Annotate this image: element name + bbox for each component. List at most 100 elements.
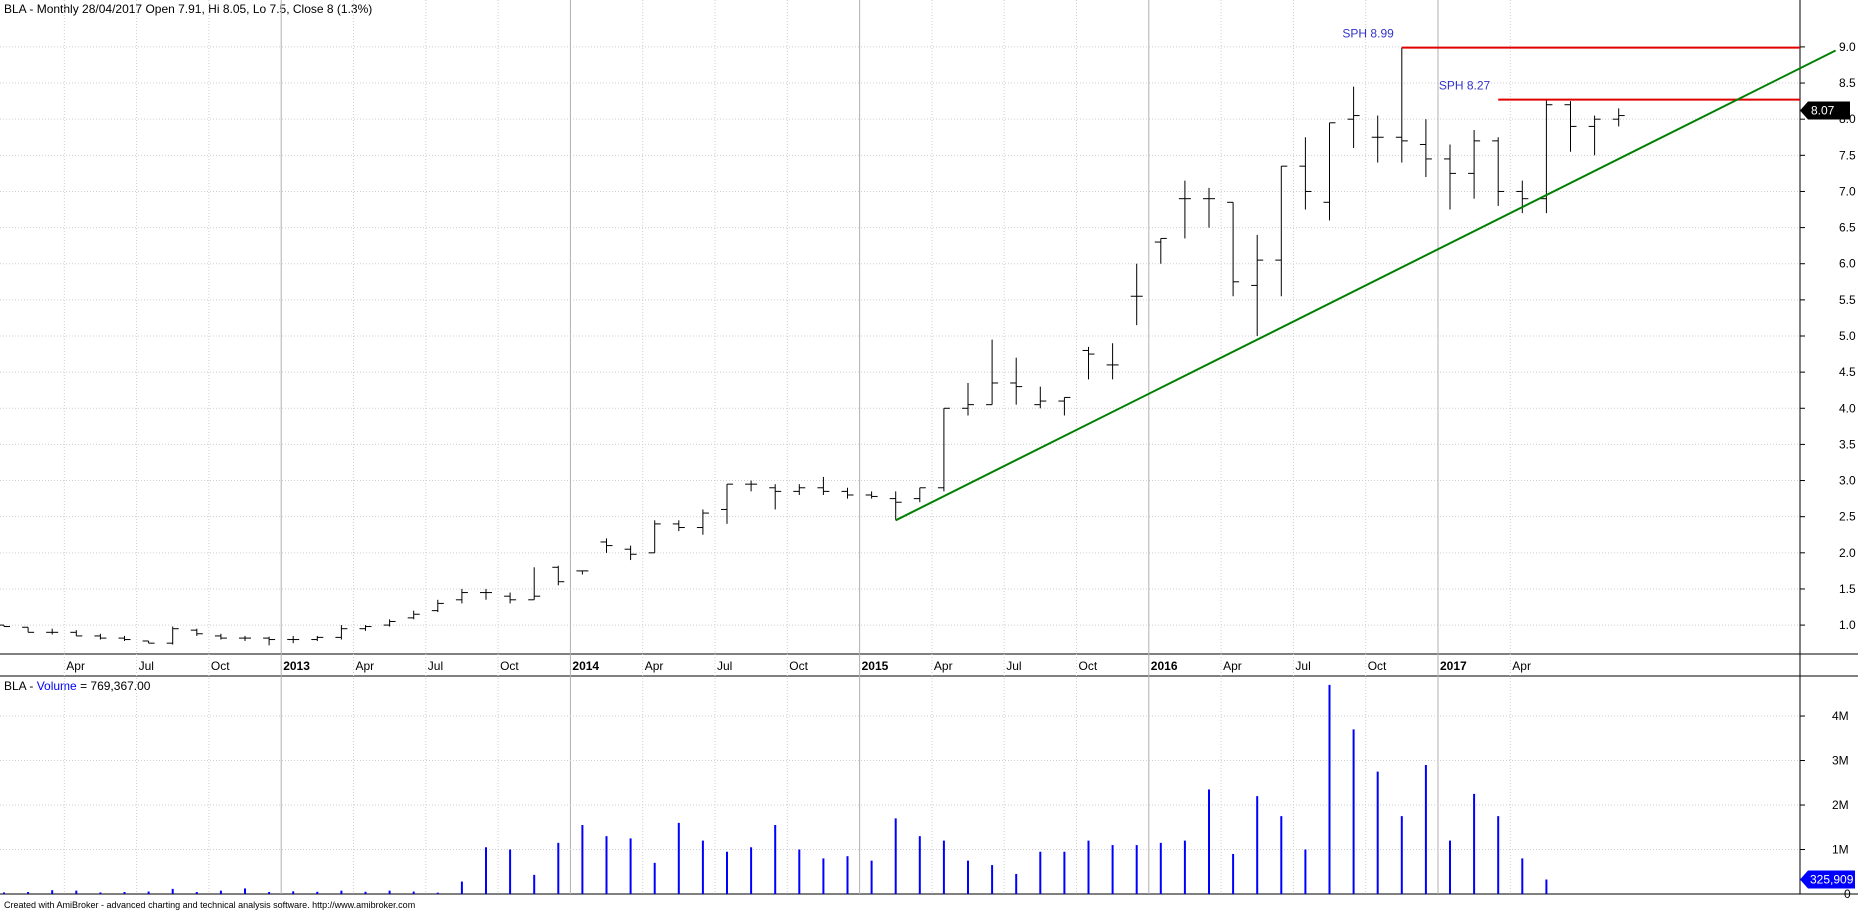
ohlc-bar <box>1034 386 1047 409</box>
volume-chart-symbol: BLA <box>4 679 27 693</box>
grid-group <box>0 0 1858 895</box>
ohlc-bar <box>480 588 492 600</box>
ohlc-bar <box>287 635 300 644</box>
x-tick-label: Oct <box>1079 659 1098 673</box>
ohlc-bar <box>745 480 758 492</box>
ohlc-bar <box>22 626 35 633</box>
price-y-tick-label: 1.0 <box>1839 618 1856 632</box>
ohlc-bar <box>359 625 372 631</box>
price-y-tick-label: 4.5 <box>1839 365 1856 379</box>
x-tick-label: Apr <box>934 659 953 673</box>
price-chart-title: BLA - Monthly 28/04/2017 Open 7.91, Hi 8… <box>4 2 372 16</box>
last-volume-badge <box>1800 870 1855 889</box>
ohlc-bar <box>190 628 203 636</box>
ohlc-bar <box>721 483 733 524</box>
price-y-tick-label: 6.5 <box>1839 221 1856 235</box>
ohlc-bar <box>1323 122 1336 221</box>
price-y-tick-label: 2.5 <box>1839 510 1856 524</box>
ohlc-bar <box>118 635 131 641</box>
ohlc-bar <box>1564 101 1577 152</box>
ohlc-bar <box>1227 201 1240 297</box>
ohlc-bar <box>1178 180 1191 239</box>
x-tick-label: Oct <box>500 659 519 673</box>
ohlc-bar <box>1058 396 1071 416</box>
x-tick-label: Apr <box>66 659 85 673</box>
x-tick-label: Apr <box>1512 659 1531 673</box>
ohlc-bar <box>1010 357 1023 405</box>
x-tick-label: Jul <box>428 659 443 673</box>
ohlc-bar <box>1251 234 1264 336</box>
footer-credit: Created with AmiBroker - advanced charti… <box>4 900 415 910</box>
ohlc-bar <box>962 382 974 416</box>
sph-annotation-label: SPH 8.99 <box>1342 27 1394 41</box>
ohlc-bar <box>1419 119 1432 177</box>
volume-chart-value: = 769,367.00 <box>77 679 151 693</box>
support-trendline <box>895 49 1837 522</box>
volume-y-tick-label: 2M <box>1832 798 1849 812</box>
price-y-tick-label: 2.0 <box>1839 546 1856 560</box>
x-tick-label: Jul <box>1006 659 1021 673</box>
ohlc-bar <box>937 407 950 492</box>
volume-y-tick-label: 1M <box>1832 843 1849 857</box>
ohlc-bar <box>383 619 396 627</box>
ohlc-bar <box>769 484 782 510</box>
ohlc-bar <box>1444 144 1456 210</box>
x-tick-label: Oct <box>789 659 808 673</box>
ohlc-bar <box>1612 108 1625 127</box>
price-y-tick-label: 5.0 <box>1839 329 1856 343</box>
price-y-tick-label: 7.5 <box>1839 148 1856 162</box>
x-tick-label: Jul <box>139 659 154 673</box>
x-tick-label: Apr <box>645 659 664 673</box>
price-y-tick-label: 9.0 <box>1839 40 1856 54</box>
ohlc-bar <box>1275 165 1288 297</box>
ohlc-bar <box>672 520 685 532</box>
x-tick-label: 2016 <box>1151 659 1178 673</box>
price-chart-symbol: BLA <box>4 2 27 16</box>
price-y-tick-label: 5.5 <box>1839 293 1856 307</box>
ohlc-bar <box>600 538 613 553</box>
ohlc-bar <box>335 625 348 640</box>
volume-y-tick-label: 0 <box>1844 887 1851 901</box>
ohlc-bar <box>1106 343 1119 380</box>
ohlc-bar <box>431 599 444 613</box>
ohlc-bar <box>889 491 902 521</box>
ohlc-bar <box>70 630 83 637</box>
price-y-tick-label: 1.5 <box>1839 582 1856 596</box>
ohlc-bar <box>311 635 324 641</box>
ohlc-bar <box>624 545 637 561</box>
ohlc-bar <box>552 565 565 586</box>
ohlc-bar <box>1468 130 1481 199</box>
volume-y-tick-label: 3M <box>1832 754 1849 768</box>
ohlc-bar <box>576 570 589 575</box>
ohlc-bar <box>504 592 517 604</box>
ohlc-bar <box>142 640 155 644</box>
ohlc-bar <box>793 484 806 495</box>
ohlc-bar <box>94 633 107 640</box>
last-price-badge-label: 8.07 <box>1811 104 1835 118</box>
ohlc-bar <box>986 339 999 406</box>
ohlc-bar <box>648 520 661 554</box>
sph-annotation-label: SPH 8.27 <box>1439 79 1491 93</box>
ohlc-bar <box>46 628 59 635</box>
ohlc-bar <box>1347 86 1360 149</box>
x-tick-label: Jul <box>1295 659 1310 673</box>
x-tick-label: Jul <box>717 659 732 673</box>
ohlc-bar <box>1203 187 1215 228</box>
ohlc-bar <box>841 487 854 499</box>
last-volume-badge-label: 325,909 <box>1810 873 1854 887</box>
price-y-tick-label: 3.5 <box>1839 437 1856 451</box>
x-tick-label: 2013 <box>283 659 310 673</box>
ohlc-bar <box>1492 137 1505 206</box>
price-y-tick-label: 8.5 <box>1839 76 1856 90</box>
ohlc-bar <box>1130 263 1143 326</box>
ohlc-bar <box>1299 137 1312 210</box>
ohlc-bar <box>696 509 709 535</box>
volume-chart-title: BLA - Volume = 769,367.00 <box>4 679 151 693</box>
ohlc-bar <box>0 624 10 628</box>
ohlc-bar <box>239 635 251 641</box>
x-tick-label: Oct <box>211 659 230 673</box>
x-tick-label: 2014 <box>572 659 599 673</box>
ohlc-bar <box>865 491 878 499</box>
ohlc-bar <box>1395 47 1408 163</box>
